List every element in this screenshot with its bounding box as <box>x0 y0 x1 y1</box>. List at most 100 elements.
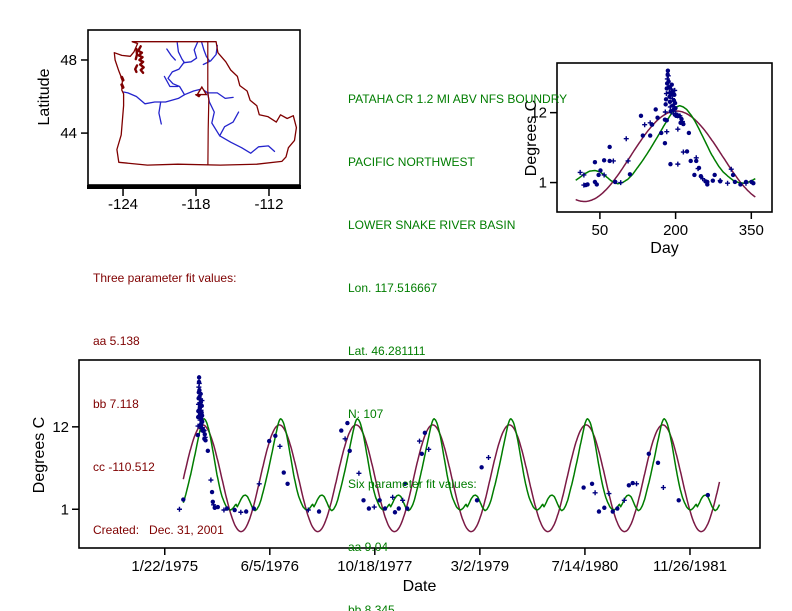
river-line <box>158 101 162 125</box>
data-point <box>224 506 230 511</box>
x-tick-label: 10/18/1977 <box>337 558 412 575</box>
data-point <box>717 179 723 184</box>
data-point <box>316 509 322 514</box>
data-point <box>361 498 366 503</box>
six-param-fit-line <box>182 418 721 512</box>
three-param-bb: bb 7.118 <box>93 397 139 411</box>
station-name: PATAHA CR 1.2 MI ABV NFS BOUNDRY <box>348 92 568 106</box>
data-point-plus <box>700 176 706 182</box>
river-line <box>166 48 176 61</box>
created-date: Created: Dec. 31, 2001 <box>93 523 224 537</box>
data-point <box>392 510 398 515</box>
data-point <box>743 179 749 185</box>
data-point <box>281 470 286 475</box>
plot-frame <box>556 62 773 213</box>
data-point-plus <box>426 446 432 452</box>
data-point-plus <box>642 122 648 128</box>
data-point <box>596 172 601 178</box>
data-point <box>612 179 618 185</box>
station-info-block: PATAHA CR 1.2 MI ABV NFS BOUNDRY PACIFIC… <box>348 47 567 611</box>
six-param-title: Six parameter fit values: <box>348 477 477 491</box>
data-point <box>686 130 692 136</box>
river-line <box>163 75 179 88</box>
data-point <box>694 158 699 164</box>
x-tick-label: 200 <box>663 222 688 239</box>
six-param-aa: aa 9.04 <box>348 540 389 554</box>
data-point-plus <box>663 91 669 97</box>
data-point-plus <box>680 149 686 155</box>
data-point <box>205 448 211 454</box>
state-border-line <box>207 41 210 166</box>
data-point-plus <box>208 477 214 483</box>
three-param-fit-line <box>182 424 721 533</box>
data-point-plus <box>660 485 666 491</box>
x-axis-title: Day <box>650 240 678 257</box>
data-point <box>422 430 428 436</box>
data-point <box>607 158 612 164</box>
data-point <box>672 100 678 106</box>
y-axis-title: Degrees C <box>523 100 540 176</box>
data-point <box>710 178 716 183</box>
seasonal-fit-panel: 50 200 350 1 12 Day Degrees C <box>523 62 773 257</box>
data-point <box>195 432 201 438</box>
data-point <box>589 481 595 486</box>
data-point <box>738 182 743 187</box>
data-point-plus <box>675 161 681 167</box>
data-point-plus <box>238 509 244 515</box>
data-point <box>592 160 598 165</box>
station-lon: Lon. 117.516667 <box>348 281 438 295</box>
data-point <box>197 387 202 393</box>
data-point <box>479 465 484 470</box>
data-point <box>663 97 669 102</box>
data-point <box>666 85 672 90</box>
data-point <box>662 140 668 146</box>
data-point <box>630 480 635 486</box>
x-tick-label: 7/14/1980 <box>552 558 619 575</box>
data-point-plus <box>592 490 598 496</box>
time-series-panel: 1/22/1975 6/5/1976 10/18/1977 3/2/1979 7/14/… <box>31 359 761 595</box>
data-point-plus <box>621 497 627 503</box>
data-point <box>243 509 249 514</box>
data-point-plus <box>606 491 612 497</box>
data-point <box>698 174 704 179</box>
data-point-plus <box>577 169 583 175</box>
data-point <box>273 433 278 439</box>
data-point <box>667 99 673 105</box>
data-point <box>705 492 711 498</box>
river-line <box>206 92 234 100</box>
six-param-curve <box>182 418 721 512</box>
data-point <box>615 506 620 511</box>
data-point-plus <box>728 166 734 172</box>
data-point <box>627 172 633 177</box>
river-line <box>202 44 218 66</box>
data-point <box>730 172 736 178</box>
data-point-plus <box>664 129 670 135</box>
data-point-plus <box>356 470 362 476</box>
six-param-bb: bb 8.345 <box>348 603 395 611</box>
data-point-plus <box>672 87 678 93</box>
x-tick-label: -112 <box>255 196 284 213</box>
data-point <box>181 497 186 502</box>
x-axis-title: Date <box>403 578 437 595</box>
three-param-curve <box>182 424 721 533</box>
river-line <box>122 41 199 105</box>
y-tick-label: 1 <box>539 175 547 192</box>
data-point-plus <box>665 73 671 79</box>
data-point-plus <box>196 380 202 386</box>
x-tick-label: 3/2/1979 <box>451 558 509 575</box>
data-point <box>285 481 290 486</box>
data-point-plus <box>371 504 377 510</box>
data-point-plus <box>695 166 701 172</box>
data-point <box>705 182 710 187</box>
data-point-plus <box>725 180 731 186</box>
data-point <box>592 179 598 185</box>
data-point <box>649 122 655 127</box>
data-point <box>581 485 586 490</box>
data-point-plus <box>647 120 653 126</box>
scatter-points <box>176 375 711 515</box>
coastal-inlet <box>120 75 125 82</box>
data-point-plus <box>618 180 624 186</box>
x-tick-label: -118 <box>182 196 211 213</box>
puget-sound <box>136 45 145 75</box>
data-point <box>601 158 607 163</box>
